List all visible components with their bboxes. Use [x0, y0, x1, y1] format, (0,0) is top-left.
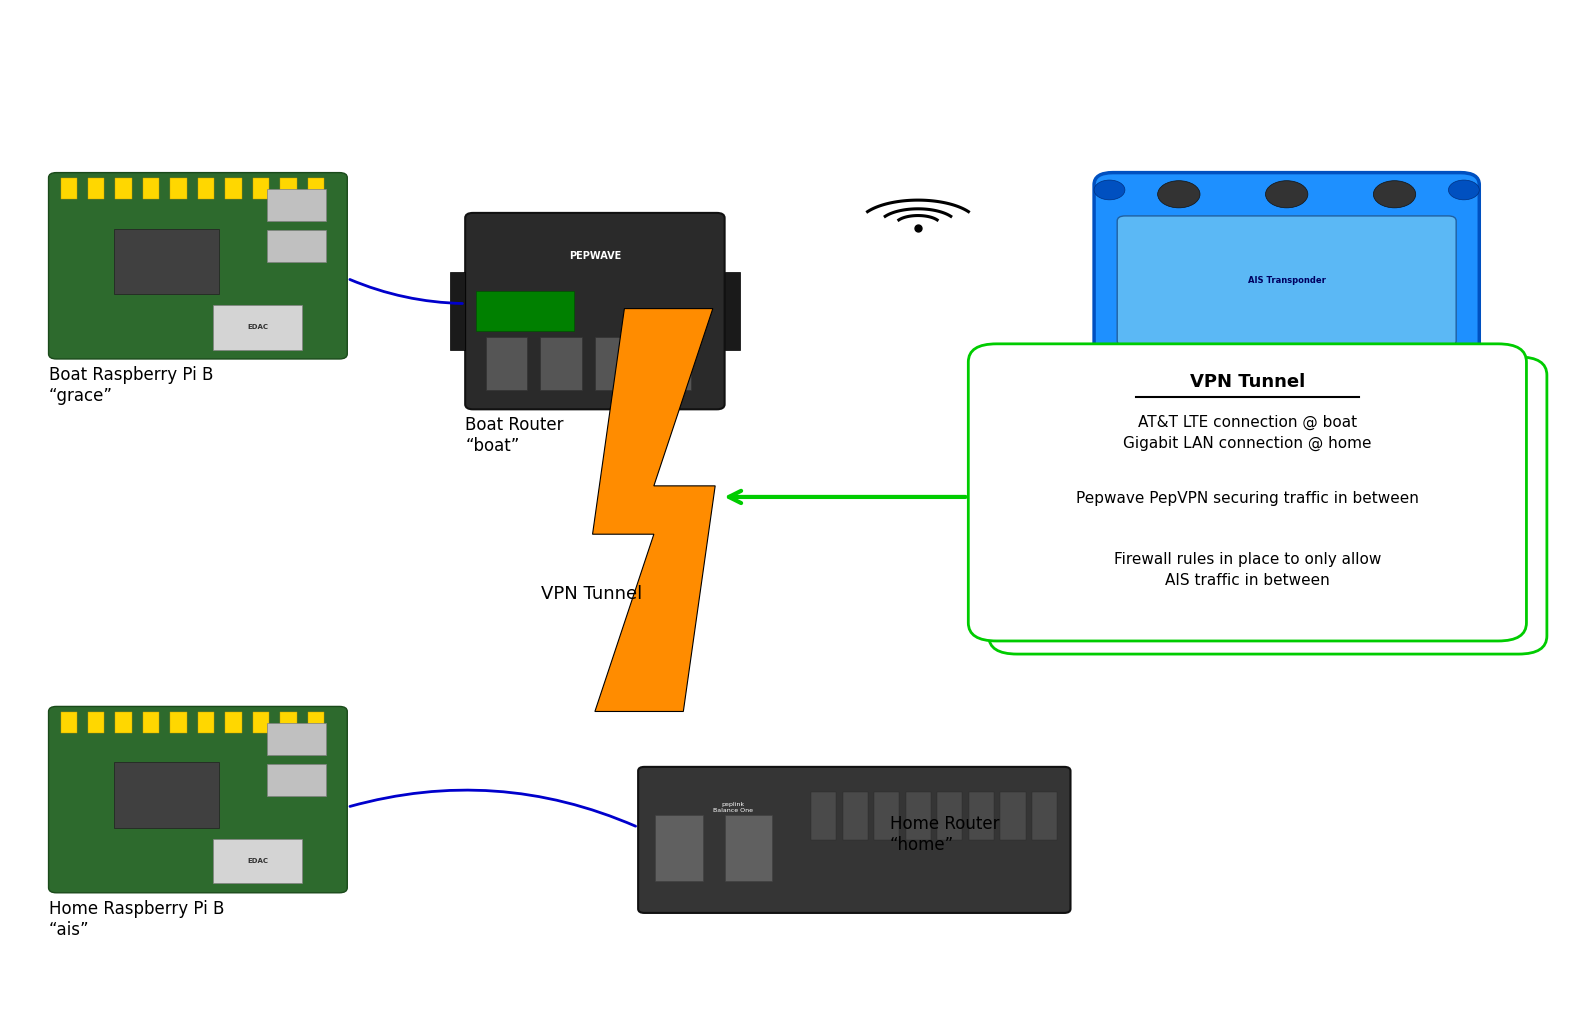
FancyBboxPatch shape	[254, 712, 269, 732]
FancyBboxPatch shape	[198, 178, 214, 199]
FancyBboxPatch shape	[655, 815, 702, 881]
Text: Home Raspberry Pi B
“ais”: Home Raspberry Pi B “ais”	[49, 900, 224, 938]
FancyBboxPatch shape	[969, 792, 994, 840]
FancyBboxPatch shape	[88, 178, 104, 199]
FancyBboxPatch shape	[906, 792, 931, 840]
FancyBboxPatch shape	[266, 190, 326, 221]
FancyBboxPatch shape	[649, 336, 691, 390]
FancyBboxPatch shape	[465, 213, 724, 409]
FancyBboxPatch shape	[143, 712, 159, 732]
Circle shape	[1449, 180, 1479, 200]
FancyBboxPatch shape	[1032, 792, 1057, 840]
FancyBboxPatch shape	[937, 792, 962, 840]
FancyBboxPatch shape	[115, 228, 219, 294]
Text: EDAC: EDAC	[247, 324, 268, 330]
FancyBboxPatch shape	[266, 765, 326, 796]
FancyBboxPatch shape	[115, 763, 219, 827]
FancyBboxPatch shape	[1095, 173, 1479, 389]
FancyBboxPatch shape	[280, 178, 296, 199]
FancyBboxPatch shape	[595, 336, 636, 390]
Circle shape	[1265, 181, 1307, 208]
FancyBboxPatch shape	[307, 712, 324, 732]
FancyBboxPatch shape	[969, 343, 1526, 641]
FancyBboxPatch shape	[254, 178, 269, 199]
Text: Home Router
“home”: Home Router “home”	[890, 815, 999, 854]
Text: XB-8000 “vesper”: XB-8000 “vesper”	[1208, 396, 1358, 414]
FancyBboxPatch shape	[487, 336, 528, 390]
FancyBboxPatch shape	[60, 712, 77, 732]
Text: EDAC: EDAC	[247, 858, 268, 865]
FancyBboxPatch shape	[1117, 216, 1457, 345]
FancyBboxPatch shape	[49, 706, 346, 893]
Text: VPN Tunnel: VPN Tunnel	[540, 585, 643, 603]
Circle shape	[1158, 181, 1200, 208]
Text: AIS Transponder: AIS Transponder	[1247, 277, 1326, 286]
FancyBboxPatch shape	[266, 230, 326, 262]
FancyBboxPatch shape	[213, 305, 302, 349]
FancyBboxPatch shape	[225, 712, 243, 732]
Circle shape	[1449, 371, 1479, 391]
Polygon shape	[592, 309, 715, 711]
FancyBboxPatch shape	[49, 173, 346, 359]
Circle shape	[1095, 371, 1125, 391]
FancyBboxPatch shape	[170, 712, 187, 732]
FancyBboxPatch shape	[307, 178, 324, 199]
Text: Boat Router
“boat”: Boat Router “boat”	[465, 416, 564, 456]
FancyBboxPatch shape	[170, 178, 187, 199]
FancyBboxPatch shape	[225, 178, 243, 199]
FancyBboxPatch shape	[115, 178, 132, 199]
FancyBboxPatch shape	[115, 712, 132, 732]
Circle shape	[1373, 181, 1416, 208]
FancyBboxPatch shape	[213, 838, 302, 884]
FancyBboxPatch shape	[843, 792, 868, 840]
Text: Firewall rules in place to only allow
AIS traffic in between: Firewall rules in place to only allow AI…	[1114, 551, 1381, 588]
FancyBboxPatch shape	[266, 723, 326, 754]
FancyBboxPatch shape	[638, 767, 1071, 913]
FancyBboxPatch shape	[874, 792, 899, 840]
Text: peplink
Balance One: peplink Balance One	[713, 802, 753, 813]
FancyBboxPatch shape	[724, 272, 740, 350]
FancyBboxPatch shape	[476, 292, 575, 330]
FancyBboxPatch shape	[88, 712, 104, 732]
FancyBboxPatch shape	[60, 178, 77, 199]
Text: VPN Tunnel: VPN Tunnel	[1189, 374, 1306, 392]
Circle shape	[1095, 180, 1125, 200]
FancyBboxPatch shape	[540, 336, 581, 390]
Text: Boat Raspberry Pi B
“grace”: Boat Raspberry Pi B “grace”	[49, 366, 213, 405]
FancyBboxPatch shape	[724, 815, 772, 881]
FancyBboxPatch shape	[143, 178, 159, 199]
FancyBboxPatch shape	[198, 712, 214, 732]
FancyBboxPatch shape	[811, 792, 836, 840]
Text: PEPWAVE: PEPWAVE	[569, 251, 621, 262]
FancyBboxPatch shape	[1000, 792, 1025, 840]
Text: Pepwave PepVPN securing traffic in between: Pepwave PepVPN securing traffic in betwe…	[1076, 491, 1419, 506]
FancyBboxPatch shape	[449, 272, 465, 350]
FancyBboxPatch shape	[280, 712, 296, 732]
Text: AT&T LTE connection @ boat
Gigabit LAN connection @ home: AT&T LTE connection @ boat Gigabit LAN c…	[1123, 415, 1372, 451]
